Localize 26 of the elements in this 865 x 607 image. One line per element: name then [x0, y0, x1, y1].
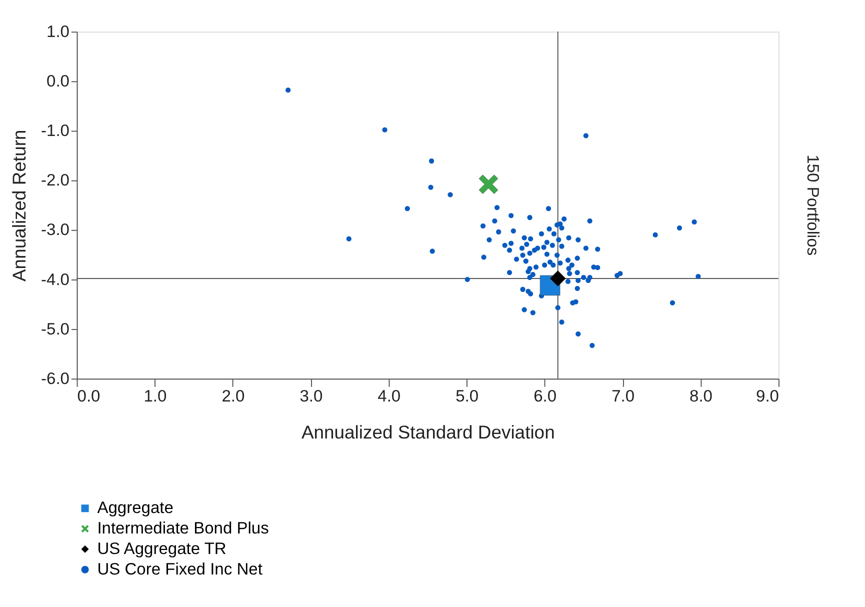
y-tick-label: 0.0	[46, 72, 70, 91]
x-tick-label: 9.0	[756, 386, 779, 406]
x-tick-label: 2.0	[222, 386, 245, 406]
x-tick-label: 6.0	[534, 386, 557, 406]
y-axis-title: Annualized Return	[8, 130, 30, 282]
text: 150 Portfolios	[804, 154, 823, 256]
x-axis-title: Annualized Standard Deviation	[301, 421, 555, 442]
x-tick-label: 1.0	[144, 386, 167, 406]
x-tick-label: 7.0	[612, 386, 635, 406]
legend-label: US Core Fixed Inc Net	[97, 559, 263, 578]
y-tick-label: -2.0	[41, 170, 70, 190]
legend-label: Intermediate Bond Plus	[97, 518, 269, 538]
x-tick-label: 3.0	[300, 386, 323, 406]
x-tick-label: 8.0	[690, 386, 712, 406]
x-tick-label: 5.0	[456, 386, 479, 406]
y-tick-label: 1.0	[46, 22, 70, 41]
y-tick-label: -5.0	[41, 319, 70, 338]
legend-label: US Aggregate TR	[97, 539, 226, 558]
y-tick-label: -4.0	[41, 270, 70, 289]
legend-label: Aggregate	[97, 498, 174, 518]
y-tick-label: -6.0	[41, 368, 70, 388]
y-tick-label: -3.0	[41, 220, 70, 240]
x-tick-label: 4.0	[378, 386, 401, 406]
y-tick-label: -1.0	[41, 121, 70, 140]
point	[478, 174, 498, 194]
x-tick-label: 0.0	[77, 386, 100, 406]
